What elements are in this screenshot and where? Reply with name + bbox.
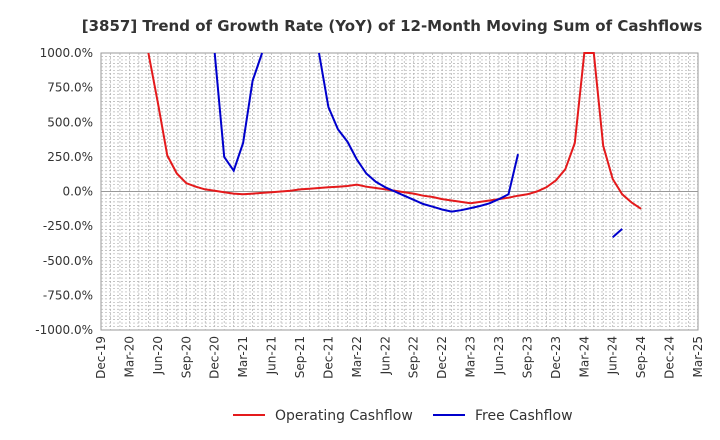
x-tick-label: Mar-24 <box>577 336 591 377</box>
x-tick-label: Dec-19 <box>94 336 108 379</box>
x-axis: Dec-19 Mar-20 Jun-20 Sep-20 Dec-20 Mar-21 Jun-… <box>94 336 705 379</box>
x-tick-label: Mar-20 <box>122 336 136 377</box>
x-tick-label: Dec-24 <box>663 336 677 379</box>
x-tick-label: Sep-24 <box>634 336 648 378</box>
chart-title: [3857] Trend of Growth Rate (YoY) of 12-… <box>82 17 703 35</box>
x-tick-label: Jun-20 <box>151 336 165 375</box>
x-tick-label: Jun-23 <box>492 336 506 375</box>
x-tick-label: Sep-21 <box>293 336 307 378</box>
x-tick-label: Dec-20 <box>208 336 222 379</box>
x-tick-label: Mar-25 <box>691 336 705 377</box>
x-tick-label: Dec-21 <box>321 336 335 379</box>
y-tick-label: -1000.0% <box>35 323 93 337</box>
y-tick-label: 1000.0% <box>40 46 93 60</box>
x-tick-label: Dec-23 <box>549 336 563 379</box>
y-tick-label: -750.0% <box>43 288 93 302</box>
x-tick-label: Dec-22 <box>435 336 449 379</box>
legend-label-operating: Operating Cashflow <box>275 408 413 424</box>
x-tick-label: Sep-22 <box>407 336 421 378</box>
y-tick-label: 0.0% <box>63 185 94 199</box>
x-tick-label: Sep-23 <box>520 336 534 378</box>
y-tick-label: 750.0% <box>47 81 93 95</box>
x-tick-label: Sep-20 <box>179 336 193 378</box>
legend-label-free: Free Cashflow <box>475 408 573 424</box>
x-tick-label: Mar-22 <box>350 336 364 377</box>
y-tick-label: -500.0% <box>43 254 93 268</box>
series-lines <box>147 52 642 238</box>
series-line-free-cashflow <box>318 52 519 213</box>
series-line-free-cashflow <box>213 52 264 173</box>
legend: Operating Cashflow Free Cashflow <box>233 408 573 424</box>
x-tick-label: Jun-24 <box>606 336 620 375</box>
x-tick-label: Jun-22 <box>378 336 392 375</box>
y-tick-label: 250.0% <box>47 150 93 164</box>
y-tick-label: 500.0% <box>47 115 93 129</box>
x-tick-label: Mar-21 <box>236 336 250 377</box>
series-line-free-cashflow <box>612 228 623 238</box>
y-tick-label: -250.0% <box>43 219 93 233</box>
x-tick-label: Mar-23 <box>464 336 478 377</box>
x-tick-label: Jun-21 <box>265 336 279 375</box>
y-axis: 1000.0% 750.0% 500.0% 250.0% 0.0% -250.0% -500… <box>35 46 93 337</box>
